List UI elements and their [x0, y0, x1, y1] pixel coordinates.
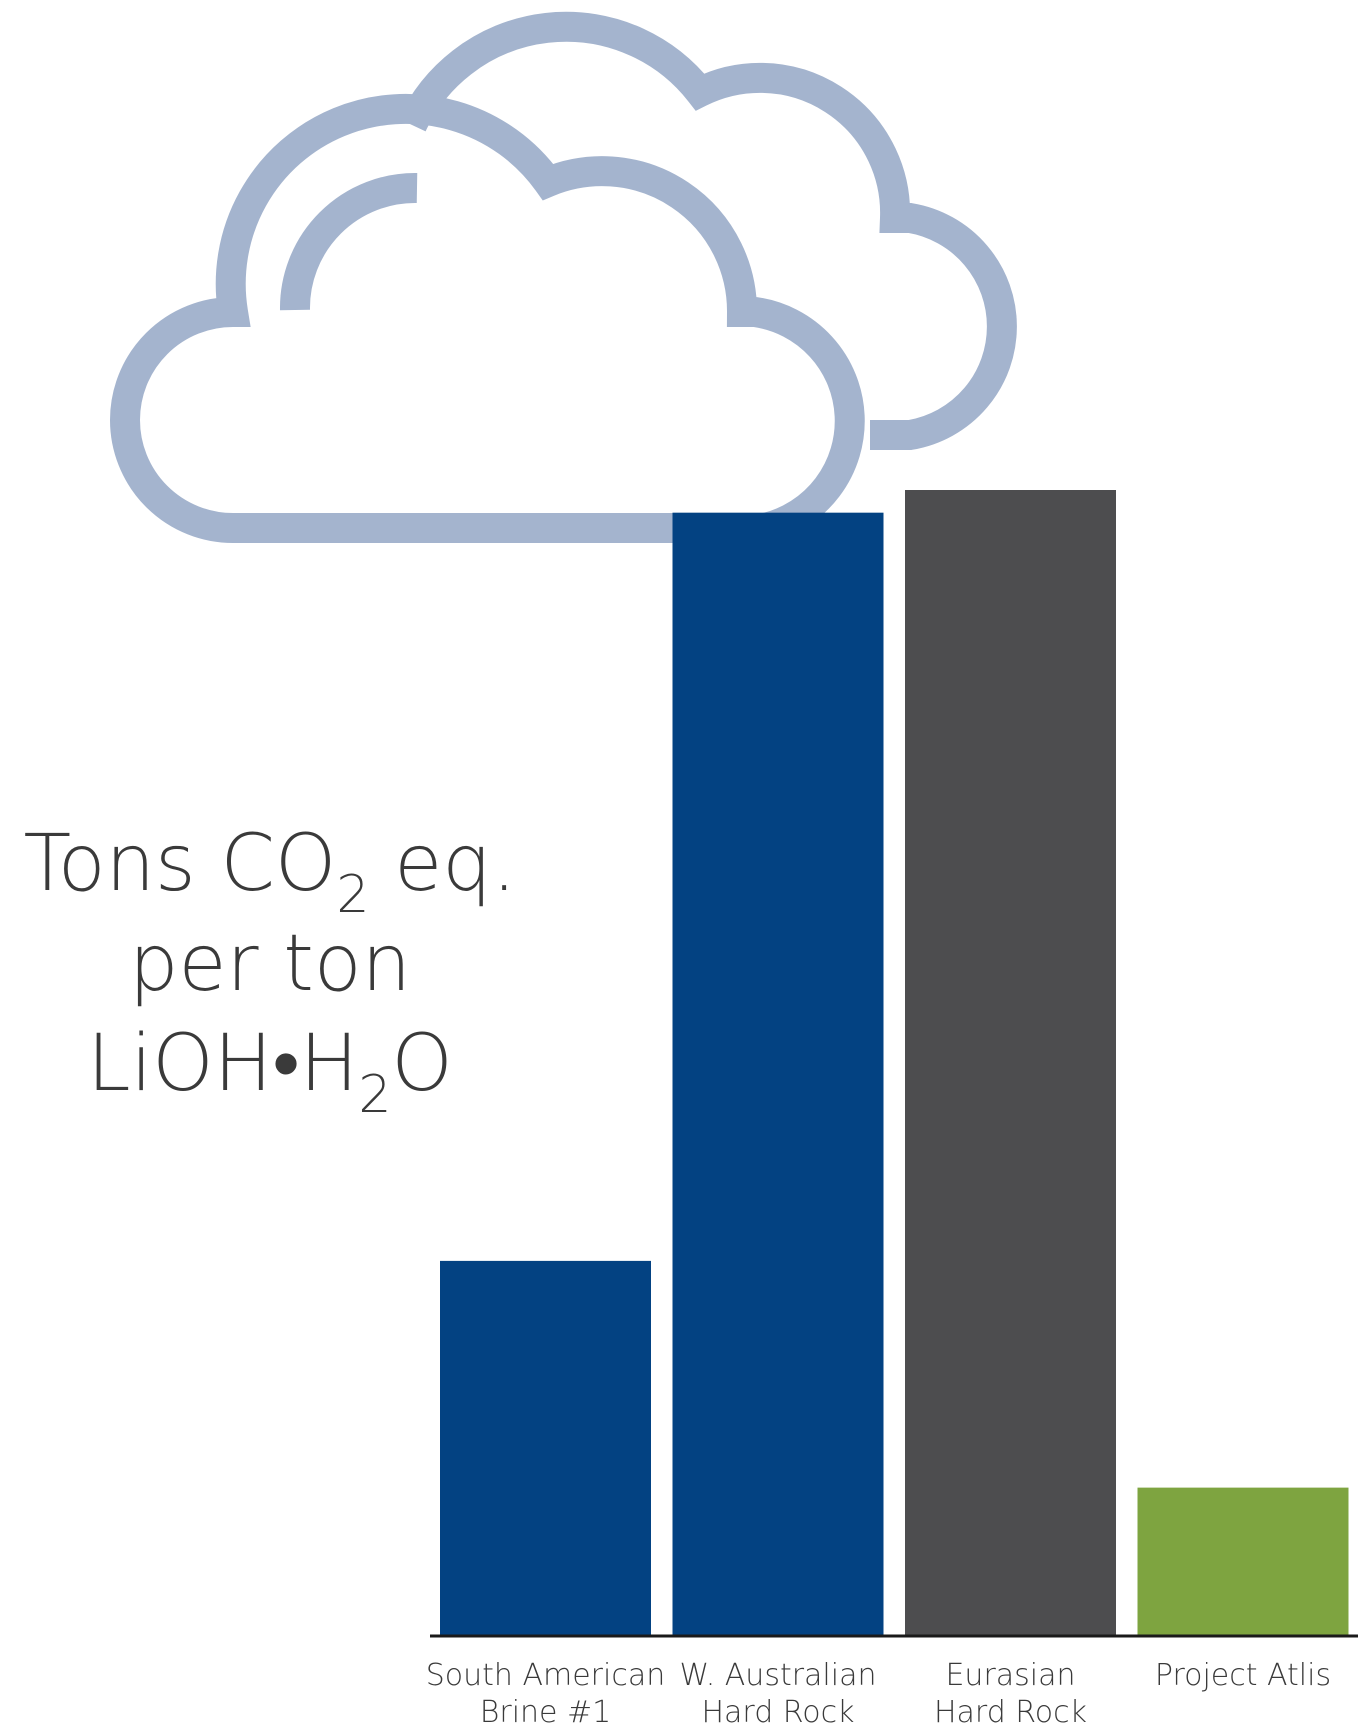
bar-3 [905, 490, 1116, 1635]
x-tick-label-2-line-1: W. Australian [679, 1658, 876, 1693]
x-tick-label-3-line-1: Eurasian [945, 1658, 1075, 1693]
bars-group [440, 490, 1349, 1635]
bar-1 [440, 1260, 651, 1635]
x-tick-label-1-line-2: Brine #1 [480, 1695, 612, 1729]
x-tick-label-2-line-2: Hard Rock [701, 1695, 854, 1729]
x-tick-label-3-line-2: Hard Rock [934, 1695, 1087, 1729]
bar-2 [672, 512, 884, 1635]
y-axis-label-line-2: per ton [129, 919, 411, 1009]
cloud-icon [110, 11, 1017, 543]
y-axis-label: Tons CO2 eq. per ton LiOH•H2O [23, 819, 516, 1125]
y-axis-label-line-3: LiOH•H2O [87, 1019, 453, 1125]
bar-4 [1137, 1487, 1349, 1635]
x-tick-label-1-line-1: South American [426, 1658, 666, 1693]
y-axis-label-line-1: Tons CO2 eq. [23, 819, 516, 925]
x-tick-label-4-line-1: Project Atlis [1155, 1658, 1331, 1693]
